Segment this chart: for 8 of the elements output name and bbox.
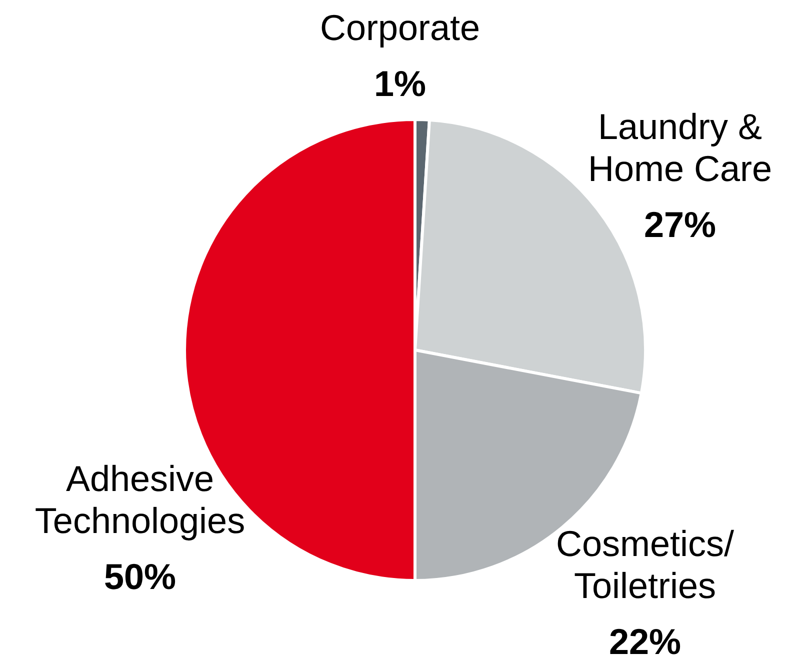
slice-label: Laundry & Home Care xyxy=(588,106,772,189)
data-label: 1% xyxy=(374,62,426,104)
slice-label: Adhesive Technologies xyxy=(34,458,246,541)
data-label: 22% xyxy=(608,620,682,662)
slice-label: Corporate xyxy=(320,6,480,48)
data-label: 50% xyxy=(104,556,176,597)
data-label: 27% xyxy=(644,204,716,245)
slice-label: Cosmetics/Toiletries xyxy=(556,522,734,606)
